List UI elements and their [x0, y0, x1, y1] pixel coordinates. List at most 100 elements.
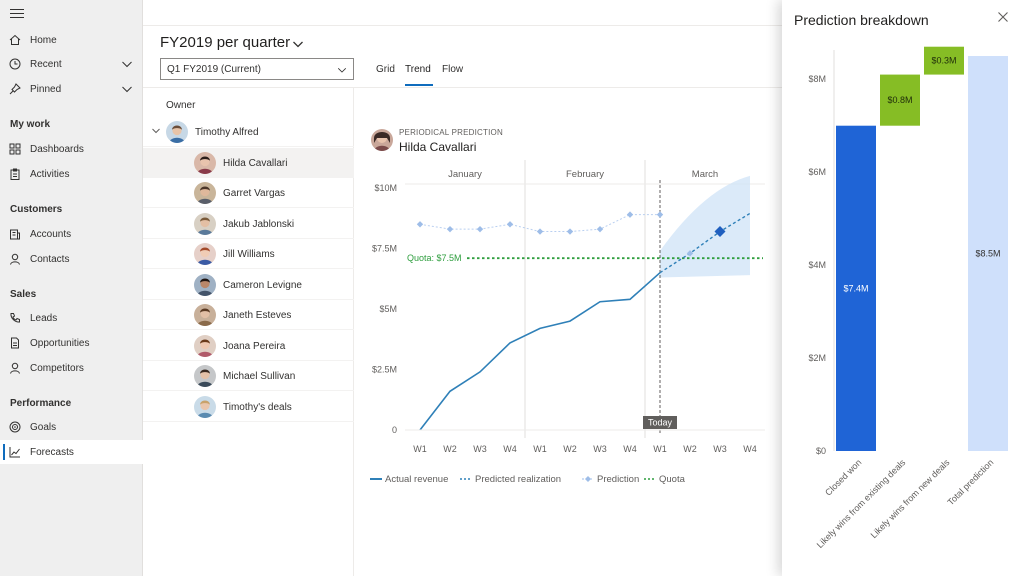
prediction-point [506, 221, 514, 228]
building-icon [10, 229, 20, 240]
owner-row[interactable]: Garret Vargas [143, 178, 354, 208]
month-label: February [566, 169, 604, 180]
avatar [194, 151, 216, 174]
y-tick-label: $10M [374, 183, 397, 193]
chevron-down-icon[interactable] [121, 83, 133, 95]
prediction-band [660, 175, 750, 278]
today-badge [643, 416, 677, 429]
y-tick-label: 0 [392, 425, 397, 435]
avatar [194, 395, 216, 418]
nav-item-competitors[interactable]: Competitors [0, 356, 143, 380]
avatar [371, 129, 393, 151]
legend-label: Predicted realization [475, 474, 561, 485]
x-tick-label: W3 [473, 444, 487, 454]
prediction-point [656, 211, 664, 218]
owner-list: Owner Timothy Alfred Hilda Cavallari Garre… [143, 88, 354, 576]
legend-label: Prediction [597, 474, 639, 485]
waterfall-bar [968, 56, 1008, 451]
bar-data-label: $0.8M [887, 95, 912, 105]
header-divider [143, 87, 783, 88]
periodical-prediction-label: PERIODICAL PREDICTION [399, 128, 503, 137]
prediction-point [596, 225, 604, 233]
owner-row[interactable]: Timothy's deals [143, 392, 354, 422]
nav-item-home[interactable]: Home [0, 28, 143, 52]
x-tick-label: W2 [563, 444, 577, 454]
chevron-down-icon[interactable] [151, 126, 161, 136]
x-tick-label: W2 [683, 444, 697, 454]
nav-item-label: Goals [30, 421, 57, 433]
prediction-point [536, 228, 544, 235]
nav-item-label: Contacts [30, 253, 70, 265]
x-tick-label: W2 [443, 444, 457, 454]
waterfall-bar [880, 74, 920, 126]
period-dropdown[interactable]: Q1 FY2019 (Current) [160, 58, 354, 80]
tab-flow[interactable]: Flow [442, 64, 464, 75]
y-tick-label: $6M [808, 167, 826, 177]
owner-name: Garret Vargas [223, 188, 286, 199]
x-tick-label: W1 [533, 444, 547, 454]
owner-row[interactable]: Michael Sullivan [143, 361, 354, 391]
prediction-point [714, 226, 726, 238]
prediction-point [416, 221, 424, 228]
today-label: Today [648, 418, 673, 428]
nav-item-label: Forecasts [30, 446, 74, 458]
x-tick-label: W1 [653, 444, 667, 454]
target-icon [9, 421, 21, 433]
x-category-label: Likely wins from new deals [869, 457, 952, 540]
x-category-label: Closed won [823, 457, 863, 497]
left-nav: Home Recent Pinned My work Dashboards Ac… [0, 0, 143, 576]
nav-item-label: Dashboards [30, 143, 84, 155]
nav-item-accounts[interactable]: Accounts [0, 222, 143, 246]
phone-icon [10, 313, 20, 323]
avatar [194, 334, 216, 357]
nav-item-opportunities[interactable]: Opportunities [0, 331, 143, 355]
chevron-down-icon[interactable] [121, 58, 133, 70]
waterfall-bar [836, 125, 876, 452]
nav-item-leads[interactable]: Leads [0, 306, 143, 330]
owner-row[interactable]: Jakub Jablonski [143, 209, 354, 239]
y-tick-label: $0 [816, 446, 826, 456]
close-icon[interactable] [997, 11, 1009, 23]
nav-item-label: Leads [30, 312, 58, 324]
chart-line-icon [9, 447, 20, 458]
owner-row[interactable]: Cameron Levigne [143, 270, 354, 300]
nav-item-contacts[interactable]: Contacts [0, 247, 143, 271]
nav-item-recent[interactable]: Recent [0, 52, 143, 76]
avatar [194, 182, 216, 204]
owner-row-root[interactable]: Timothy Alfred [143, 117, 354, 147]
owner-column-header: Owner [166, 100, 196, 111]
tab-grid[interactable]: Grid [376, 64, 395, 75]
nav-item-activities[interactable]: Activities [0, 162, 143, 186]
home-icon [9, 34, 21, 45]
trend-chart: January February March 0 $2.5M $5M $7.5M $10M W1… [370, 160, 765, 485]
page-title[interactable]: FY2019 per quarter [160, 34, 291, 51]
waterfall-bar [924, 46, 964, 75]
person-icon [10, 253, 20, 265]
x-tick-label: W3 [593, 444, 607, 454]
tab-trend[interactable]: Trend [405, 64, 431, 75]
nav-item-label: Pinned [30, 83, 62, 95]
hamburger-menu-icon[interactable] [10, 6, 24, 18]
owner-row[interactable]: Janeth Esteves [143, 300, 354, 330]
chevron-down-icon[interactable] [292, 38, 304, 50]
owner-name: Joana Pereira [223, 340, 286, 352]
nav-section-title: My work [10, 119, 51, 130]
nav-item-label: Competitors [30, 362, 84, 374]
y-tick-label: $7.5M [372, 244, 397, 254]
document-icon [11, 337, 19, 349]
y-tick-label: $5M [379, 304, 397, 314]
bar-data-label: $0.3M [931, 56, 956, 66]
nav-section-title: Customers [10, 204, 63, 215]
nav-item-forecasts[interactable]: Forecasts [0, 440, 143, 464]
x-tick-label: W4 [743, 444, 757, 454]
owner-row[interactable]: Jill Williams [143, 239, 354, 269]
owner-name: Timothy Alfred [195, 127, 259, 138]
nav-item-goals[interactable]: Goals [0, 415, 143, 439]
month-label: January [448, 169, 482, 180]
owner-row[interactable]: Hilda Cavallari [143, 147, 354, 178]
owner-row[interactable]: Joana Pereira [143, 331, 354, 361]
nav-item-pinned[interactable]: Pinned [0, 77, 143, 101]
nav-item-dashboards[interactable]: Dashboards [0, 137, 143, 161]
prediction-point [686, 250, 694, 257]
owner-name: Jakub Jablonski [223, 218, 295, 230]
